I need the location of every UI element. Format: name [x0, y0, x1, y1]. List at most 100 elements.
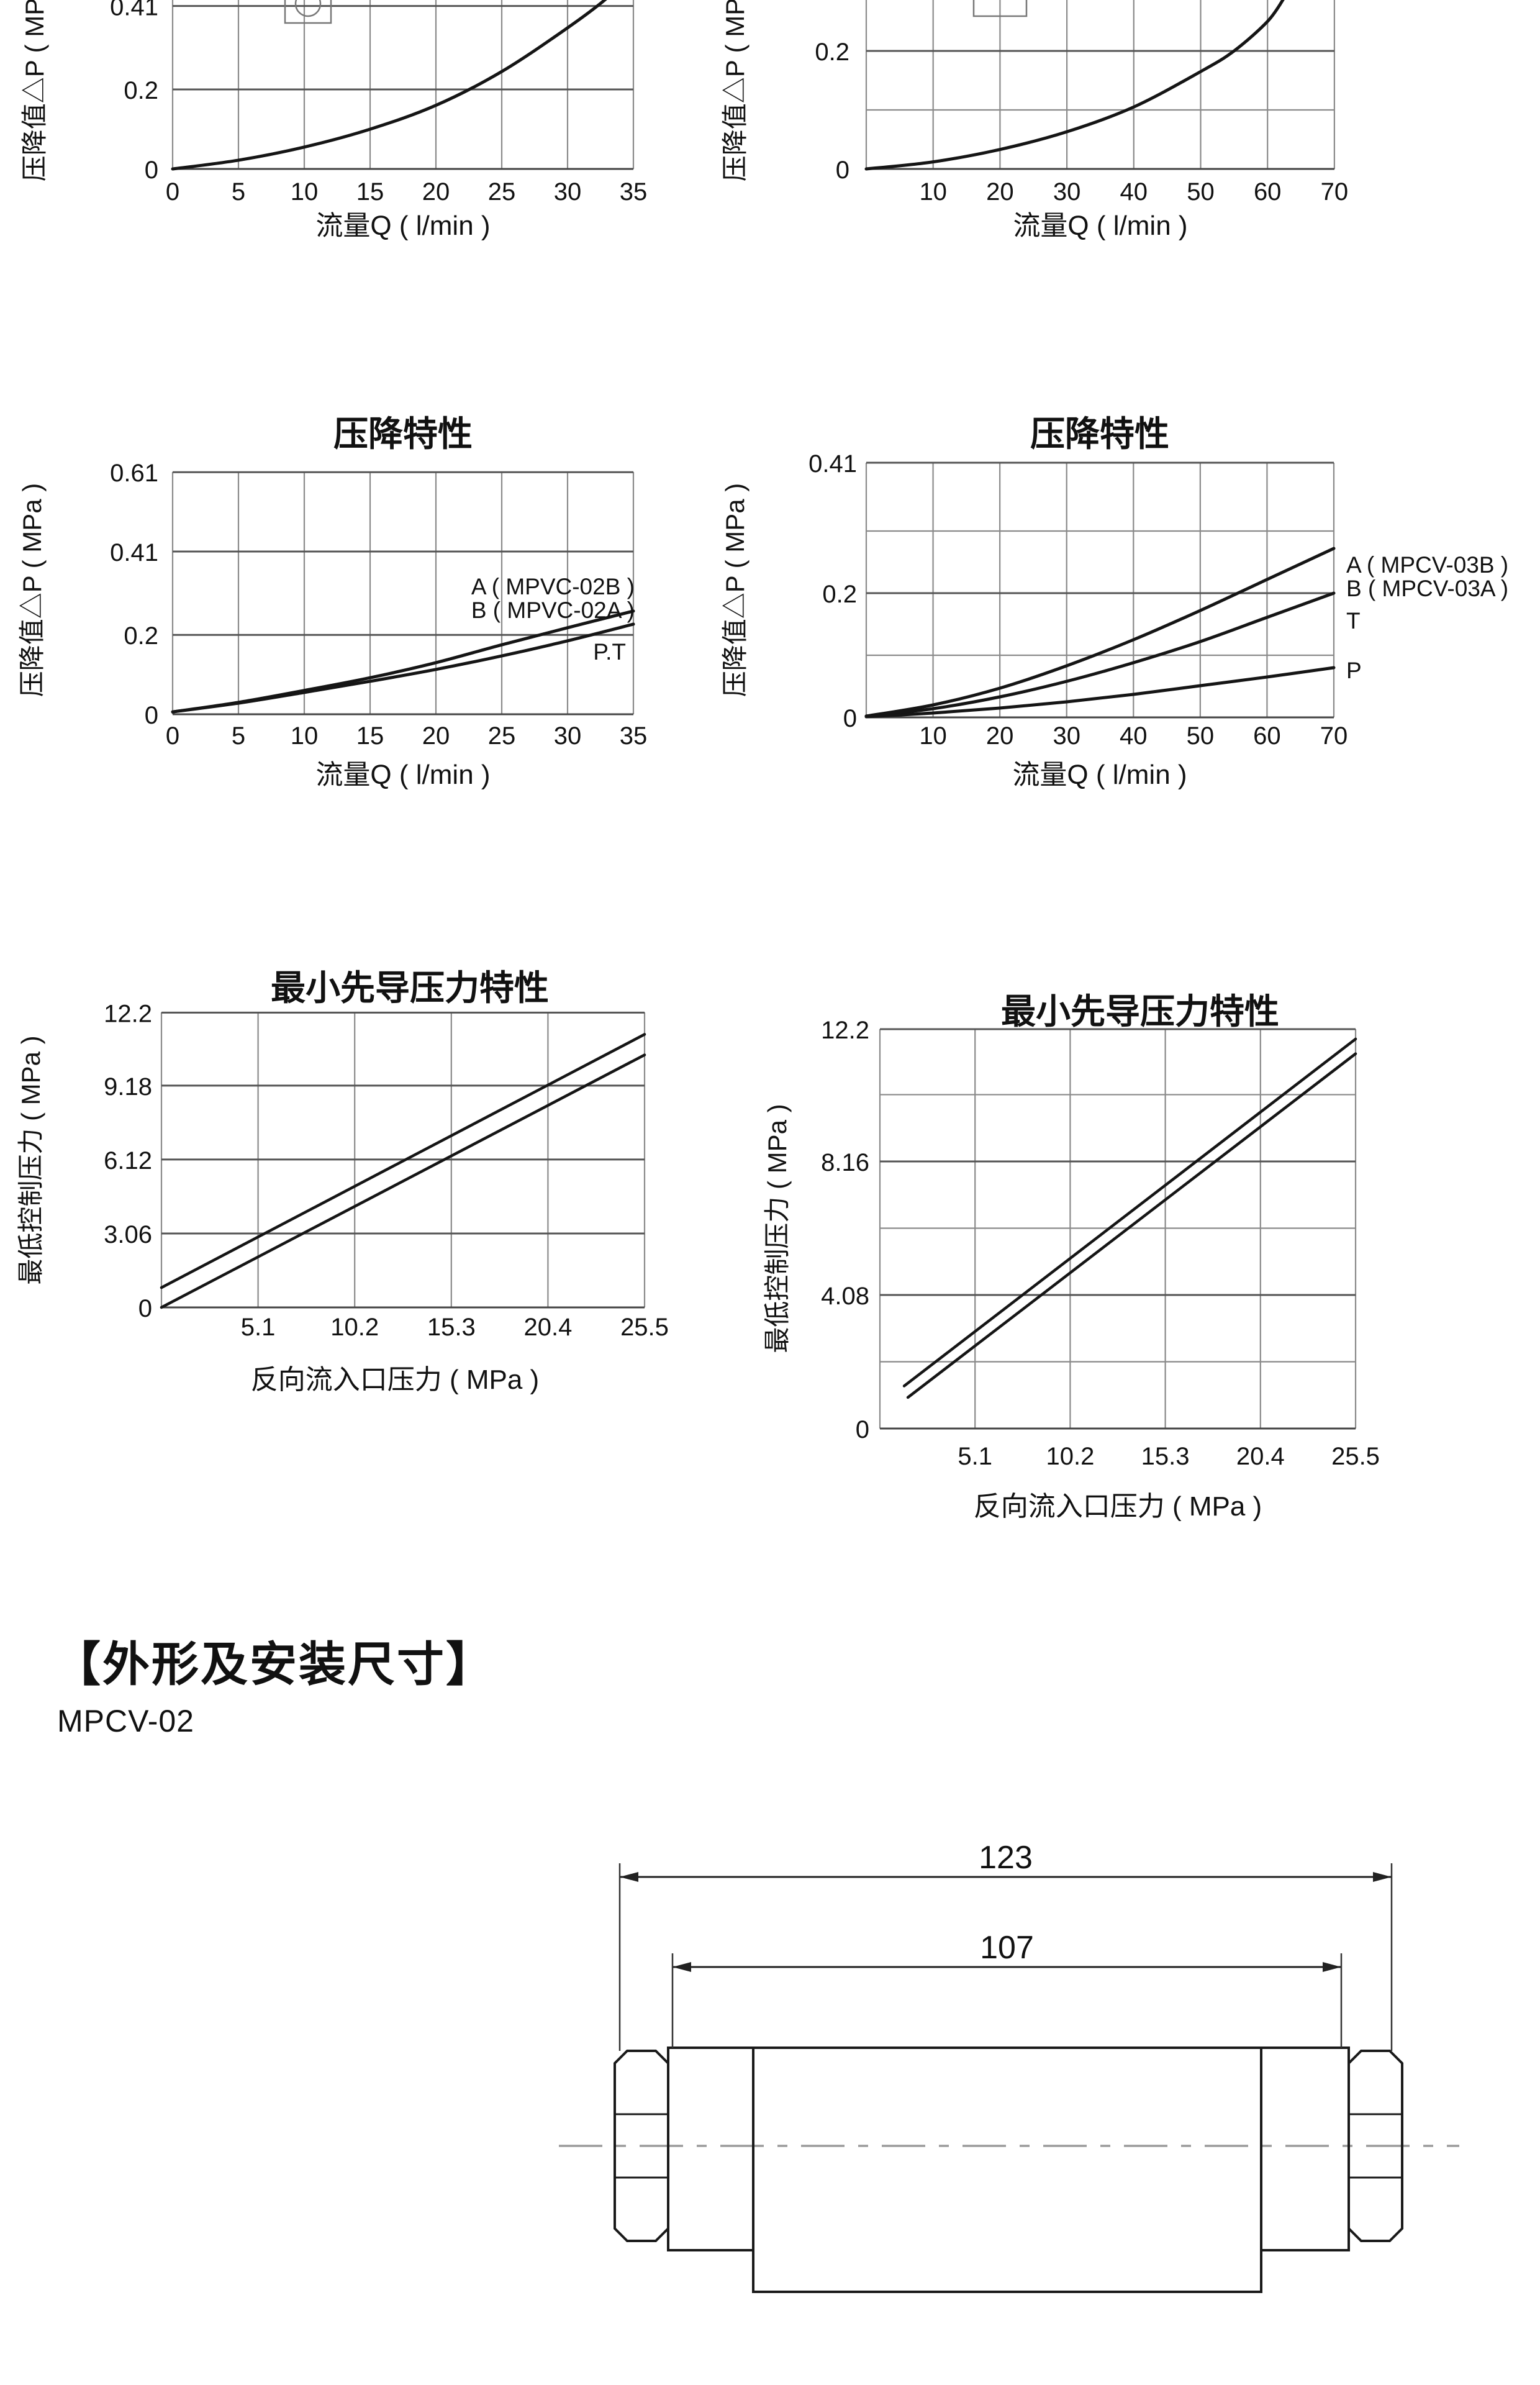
dim-inner-arrowhead [1323, 1962, 1341, 1972]
curve-label: A ( MPVC-02B ) [471, 574, 635, 599]
chart-c3: 0 0.2 0.41 0.61 0 5 10 15 20 25 30 35 A ( MPVC-02B )… [17, 414, 647, 790]
y-tick-label: 0.61 [110, 460, 158, 487]
right-end-plate [1260, 2047, 1350, 2251]
y-tick-label: 12.2 [821, 1017, 869, 1044]
y-tick-label: 0.2 [124, 77, 158, 104]
dim-inner-arrowhead [673, 1962, 691, 1972]
y-tick-label: 0.2 [815, 39, 849, 66]
x-tick-label: 25 [488, 722, 516, 750]
y-tick-label: 9.18 [104, 1073, 152, 1101]
x-tick-label: 35 [620, 722, 648, 750]
cut-symbol-circle-left [294, 0, 322, 17]
x-axis-label: 流量Q ( l/min ) [1012, 760, 1187, 790]
curve-pressure-drop [171, 0, 607, 171]
curve-label: B ( MPVC-02A ) [471, 597, 635, 623]
y-tick-label: 0.41 [110, 0, 158, 21]
x-tick-label: 10 [291, 722, 319, 750]
y-tick-label: 0 [843, 705, 857, 732]
x-tick-label: 5 [232, 178, 245, 206]
y-tick-label: 0 [836, 157, 849, 184]
x-tick-label: 10 [291, 178, 319, 206]
y-tick-label: 3.06 [104, 1221, 152, 1248]
x-axis-label: 流量Q ( l/min ) [315, 760, 490, 790]
curve-lower-line [160, 1053, 646, 1309]
model-label: MPCV-02 [57, 1704, 194, 1738]
right-hex-nut [1348, 2050, 1403, 2242]
chart-c1: 0 0.2 0.41 0 5 10 15 20 25 30 35 流量Q ( l/min ) 压降值△P… [20, 0, 647, 241]
x-tick-label: 25 [488, 178, 516, 206]
x-tick-label: 5.1 [958, 1443, 992, 1470]
x-axis-label: 流量Q ( l/min ) [315, 211, 490, 241]
chart-c4: 0 0.2 0.41 10 20 30 40 50 60 70 A ( MPCV-03B )B ( … [720, 414, 1508, 790]
cut-symbol-box-left [284, 0, 332, 24]
y-tick-label: 8.16 [821, 1149, 869, 1176]
x-tick-label: 60 [1254, 178, 1282, 206]
y-tick-label: 0 [145, 702, 158, 729]
x-tick-label: 70 [1321, 178, 1349, 206]
x-tick-label: 60 [1253, 722, 1281, 750]
chart-c2: 0 0.2 10 20 30 40 50 60 70 流量Q ( l/min ) 压降值△P ( M… [720, 0, 1348, 241]
y-tick-label: 6.12 [104, 1147, 152, 1174]
x-tick-label: 10 [919, 178, 947, 206]
chart-title: 最小先导压力特性 [1001, 992, 1279, 1031]
y-axis-label: 压降值△P ( MPa ) [20, 0, 49, 181]
chart-title: 压降特性 [1030, 414, 1169, 453]
x-tick-label: 50 [1187, 178, 1215, 206]
x-tick-label: 5 [232, 722, 245, 750]
x-tick-label: 20 [422, 722, 450, 750]
x-tick-label: 25.5 [1331, 1443, 1380, 1470]
curve-b-mpvc-02a- [171, 622, 635, 714]
y-tick-label: 0 [856, 1416, 869, 1443]
y-axis-label: 最低控制压力 ( MPa ) [763, 1104, 792, 1353]
curve-upper-line [160, 1033, 646, 1289]
y-axis-label: 压降值△P ( MPa ) [720, 0, 750, 181]
curve-lower-line [906, 1052, 1357, 1399]
x-tick-label: 30 [1053, 722, 1080, 750]
x-tick-label: 10.2 [1046, 1443, 1094, 1470]
x-tick-label: 15.3 [427, 1314, 476, 1341]
section-heading: 【外形及安装尺寸】 [53, 1638, 495, 1691]
cut-symbol-box-right [972, 0, 1028, 17]
x-tick-label: 10.2 [330, 1314, 379, 1341]
x-tick-label: 40 [1120, 178, 1148, 206]
chart-c6: 0 4.08 8.16 12.2 5.1 10.2 15.3 20.4 25.5 最小先导压力特性… [763, 992, 1380, 1522]
x-tick-label: 20.4 [523, 1314, 572, 1341]
x-tick-label: 15 [356, 722, 384, 750]
curve-p [864, 666, 1336, 719]
curve-label: T [1346, 608, 1361, 634]
x-tick-label: 0 [166, 178, 179, 206]
curve-t [864, 591, 1336, 718]
curve-label: P [1346, 658, 1362, 683]
dimension-drawing: 123 107 [559, 1840, 1459, 2293]
x-tick-label: 20.4 [1236, 1443, 1285, 1470]
dim-overall-label: 123 [979, 1840, 1033, 1876]
x-tick-label: 5.1 [241, 1314, 276, 1341]
curve-a-mpvc-02b- [171, 609, 635, 714]
left-hex-nut [614, 2050, 669, 2242]
curve-pressure-drop [864, 0, 1285, 171]
dim-overall-arrowhead [620, 1872, 638, 1882]
cropped-symbol-remnants [284, 0, 1028, 24]
y-tick-label: 0.41 [110, 539, 158, 566]
chart-title: 压降特性 [333, 414, 473, 453]
valve-body [752, 2047, 1262, 2293]
curve-label: B ( MPCV-03A ) [1346, 576, 1508, 601]
x-tick-label: 40 [1120, 722, 1148, 750]
chart-c5: 0 3.06 6.12 9.18 12.2 5.1 10.2 15.3 20.4 25.5 最小先导… [16, 968, 669, 1395]
y-tick-label: 0 [138, 1295, 152, 1322]
x-tick-label: 20 [986, 178, 1014, 206]
y-tick-label: 0.2 [822, 581, 857, 608]
x-tick-label: 30 [554, 178, 582, 206]
x-tick-label: 0 [166, 722, 179, 750]
chart-title: 最小先导压力特性 [271, 968, 549, 1007]
y-tick-label: 0.41 [808, 450, 857, 478]
x-axis-label: 反向流入口压力 ( MPa ) [251, 1365, 539, 1395]
y-axis-label: 最低控制压力 ( MPa ) [16, 1035, 45, 1284]
dim-overall-arrowhead [1373, 1872, 1392, 1882]
x-tick-label: 25.5 [620, 1314, 669, 1341]
y-tick-label: 0 [145, 157, 158, 184]
x-tick-label: 20 [422, 178, 450, 206]
x-tick-label: 30 [1053, 178, 1081, 206]
x-tick-label: 10 [919, 722, 947, 750]
